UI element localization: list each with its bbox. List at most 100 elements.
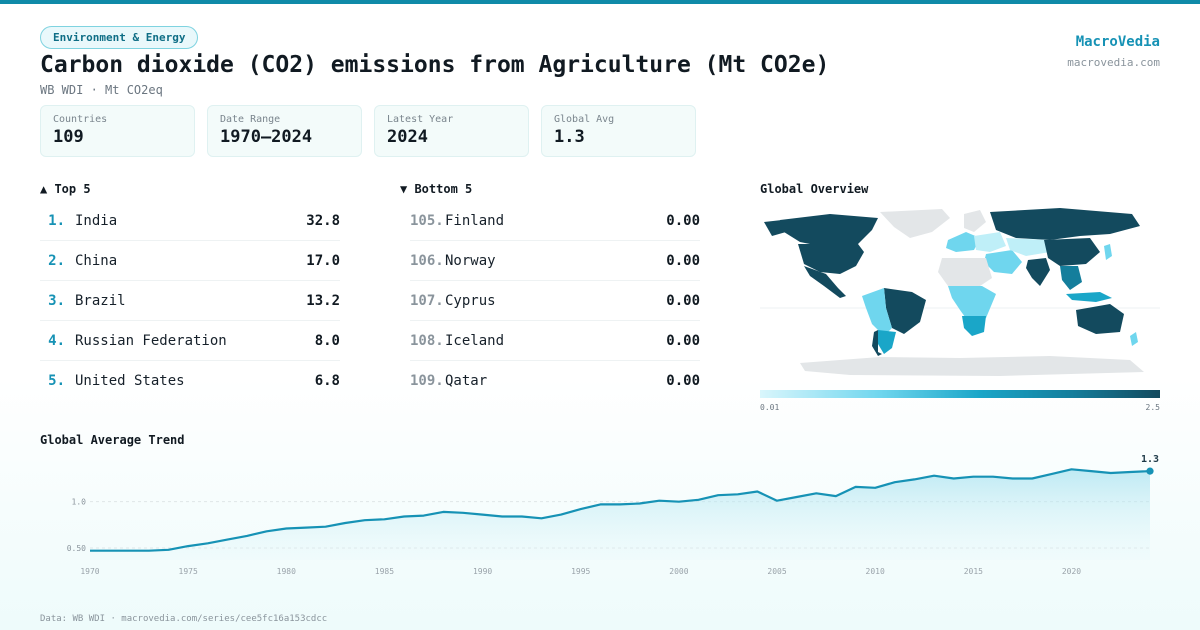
- country-name: India: [75, 212, 118, 229]
- region-alaska[interactable]: [764, 220, 786, 236]
- x-tick-label: 1970: [80, 567, 99, 576]
- country-name: Russian Federation: [75, 332, 227, 349]
- region-africa-south[interactable]: [962, 316, 986, 336]
- x-tick-label: 2010: [866, 567, 885, 576]
- region-south-america-west[interactable]: [862, 288, 892, 336]
- category-pill[interactable]: Environment & Energy: [40, 26, 199, 49]
- country-name: Cyprus: [445, 292, 496, 309]
- page-subtitle: WB WDI · Mt CO2eq: [40, 83, 163, 97]
- region-southeast-asia[interactable]: [1060, 266, 1082, 290]
- trend-end-label: 1.3: [1141, 454, 1159, 465]
- x-tick-label: 1980: [277, 567, 296, 576]
- region-chile[interactable]: [872, 330, 882, 356]
- region-middle-east[interactable]: [984, 250, 1022, 274]
- country-name: China: [75, 252, 118, 269]
- x-tick-label: 1985: [375, 567, 394, 576]
- trend-end-point[interactable]: [1146, 467, 1154, 475]
- country-value: 0.00: [666, 332, 700, 349]
- top5-heading: ▲ Top 5: [40, 182, 91, 196]
- x-tick-label: 2000: [669, 567, 688, 576]
- region-canada[interactable]: [780, 214, 878, 248]
- country-name: Norway: [445, 252, 496, 269]
- region-scandinavia[interactable]: [964, 210, 986, 232]
- region-new-zealand[interactable]: [1130, 332, 1138, 346]
- list-item[interactable]: 5. United States 6.8: [40, 361, 340, 401]
- trend-chart[interactable]: 0.50 1.0 1970 1975 1980 1985 1990 1995 2000 2005…: [0, 440, 1200, 585]
- legend-max-label: 2.5: [1145, 403, 1160, 412]
- brand-name[interactable]: MacroVedia: [1075, 34, 1160, 50]
- region-india[interactable]: [1026, 258, 1050, 286]
- x-tick-label: 2020: [1062, 567, 1081, 576]
- list-item[interactable]: 106. Norway 0.00: [410, 241, 700, 281]
- region-greenland[interactable]: [880, 209, 950, 238]
- bottom5-list: 105. Finland 0.00 106. Norway 0.00 107. …: [410, 201, 700, 401]
- y-tick-label: 0.50: [67, 544, 86, 553]
- legend-min-label: 0.01: [760, 403, 780, 412]
- y-tick-label: 1.0: [72, 498, 87, 507]
- rank-number: 106.: [410, 252, 444, 269]
- x-tick-label: 2015: [964, 567, 983, 576]
- region-australia[interactable]: [1076, 304, 1124, 334]
- map-legend-gradient: [760, 390, 1160, 398]
- brand-url[interactable]: macrovedia.com: [1067, 56, 1160, 69]
- country-name: Qatar: [445, 373, 488, 389]
- stat-value: 1.3: [554, 127, 585, 147]
- country-name: Iceland: [445, 332, 505, 349]
- rank-number: 5.: [48, 373, 65, 389]
- region-russian-federation[interactable]: [990, 208, 1140, 240]
- list-item[interactable]: 1. India 32.8: [40, 201, 340, 241]
- list-item[interactable]: 107. Cyprus 0.00: [410, 281, 700, 321]
- region-antarctica[interactable]: [800, 356, 1144, 376]
- stat-label: Latest Year: [387, 114, 454, 125]
- list-item[interactable]: 2. China 17.0: [40, 241, 340, 281]
- list-item[interactable]: 4. Russian Federation 8.0: [40, 321, 340, 361]
- country-value: 6.8: [314, 373, 340, 389]
- stat-value: 1970–2024: [220, 127, 313, 147]
- region-indonesia[interactable]: [1066, 292, 1112, 302]
- country-value: 0.00: [666, 292, 700, 309]
- rank-number: 109.: [410, 373, 444, 389]
- country-value: 8.0: [314, 332, 340, 349]
- region-brazil[interactable]: [884, 288, 926, 334]
- stat-card-date-range: Date Range 1970–2024: [207, 105, 362, 157]
- country-value: 13.2: [306, 292, 340, 309]
- region-central-asia[interactable]: [1006, 238, 1050, 256]
- country-name: United States: [75, 373, 185, 389]
- stat-value: 109: [53, 127, 84, 147]
- region-united-states[interactable]: [798, 244, 864, 274]
- country-value: 17.0: [306, 252, 340, 269]
- country-name: Finland: [445, 212, 505, 229]
- world-map-svg: [760, 208, 1160, 376]
- list-item[interactable]: 105. Finland 0.00: [410, 201, 700, 241]
- region-japan[interactable]: [1104, 244, 1112, 260]
- x-tick-label: 1995: [571, 567, 590, 576]
- stat-label: Countries: [53, 114, 108, 125]
- rank-number: 105.: [410, 212, 444, 229]
- region-europe-east[interactable]: [974, 232, 1006, 252]
- x-tick-label: 1975: [179, 567, 198, 576]
- rank-number: 2.: [48, 252, 65, 269]
- region-mexico[interactable]: [804, 266, 846, 298]
- stat-card-countries: Countries 109: [40, 105, 195, 157]
- list-item[interactable]: 3. Brazil 13.2: [40, 281, 340, 321]
- region-europe-west[interactable]: [946, 232, 980, 252]
- trend-line: [90, 468, 1151, 552]
- footer-source: Data: WB WDI · macrovedia.com/series/cee…: [40, 614, 328, 624]
- stat-card-global-avg: Global Avg 1.3: [541, 105, 696, 157]
- country-value: 0.00: [666, 252, 700, 269]
- region-africa-central[interactable]: [948, 286, 996, 324]
- page-title: Carbon dioxide (CO2) emissions from Agri…: [40, 52, 830, 78]
- region-china[interactable]: [1044, 238, 1100, 266]
- rank-number: 3.: [48, 292, 65, 309]
- region-argentina[interactable]: [878, 330, 896, 354]
- list-item[interactable]: 108. Iceland 0.00: [410, 321, 700, 361]
- world-choropleth-map[interactable]: [760, 200, 1160, 385]
- rank-number: 107.: [410, 292, 444, 309]
- country-value: 0.00: [666, 373, 700, 389]
- stat-label: Global Avg: [554, 114, 615, 125]
- map-heading: Global Overview: [760, 182, 869, 196]
- rank-number: 4.: [48, 332, 65, 349]
- region-africa-north[interactable]: [938, 258, 992, 286]
- list-item[interactable]: 109. Qatar 0.00: [410, 361, 700, 401]
- accent-bar: [0, 0, 1200, 4]
